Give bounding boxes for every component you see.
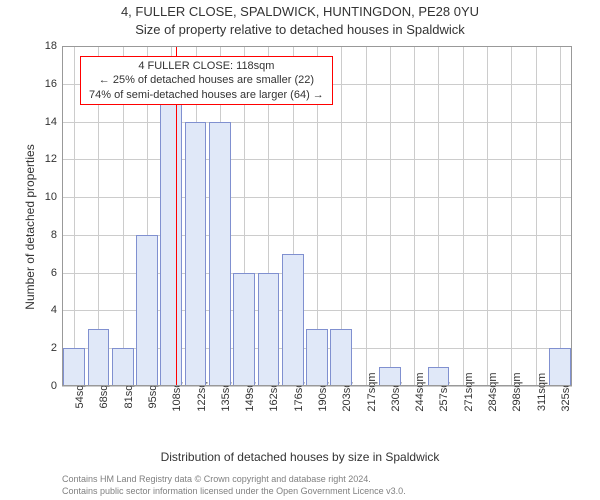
y-tick-label: 12 (27, 153, 57, 165)
grid-line-v (511, 46, 512, 386)
x-tick-label: 217sqm (366, 372, 378, 411)
histogram-bar (282, 254, 304, 386)
y-tick-label: 4 (27, 304, 57, 316)
histogram-bar (185, 122, 207, 386)
chart-container: 4, FULLER CLOSE, SPALDWICK, HUNTINGDON, … (0, 0, 600, 500)
histogram-bar (330, 329, 352, 386)
histogram-bar (112, 348, 134, 386)
annotation-line: 4 FULLER CLOSE: 118sqm (89, 59, 324, 73)
histogram-bar (136, 235, 158, 386)
x-tick-label: 298sqm (511, 372, 523, 411)
annotation-line: 74% of semi-detached houses are larger (… (89, 88, 324, 102)
y-tick-label: 16 (27, 78, 57, 90)
y-tick-label: 8 (27, 229, 57, 241)
y-tick-label: 18 (27, 40, 57, 52)
histogram-bar (379, 367, 401, 386)
grid-line-v (438, 46, 439, 386)
grid-line-v (74, 46, 75, 386)
grid-line-v (487, 46, 488, 386)
grid-line-v (414, 46, 415, 386)
histogram-bar (88, 329, 110, 386)
histogram-bar (160, 103, 182, 386)
histogram-bar (258, 273, 280, 386)
grid-line-v (536, 46, 537, 386)
plot-area: 02468101214161854sqm68sqm81sqm95sqm108sq… (62, 46, 572, 386)
histogram-bar (428, 367, 450, 386)
histogram-bar (233, 273, 255, 386)
y-tick-label: 2 (27, 342, 57, 354)
grid-line-v (560, 46, 561, 386)
x-tick-label: 311sqm (536, 373, 548, 411)
x-tick-label: 244sqm (414, 372, 426, 411)
histogram-bar (306, 329, 328, 386)
y-tick-label: 10 (27, 191, 57, 203)
y-tick-label: 6 (27, 267, 57, 279)
annotation-line: ← 25% of detached houses are smaller (22… (89, 73, 324, 87)
grid-line-v (390, 46, 391, 386)
grid-line-v (463, 46, 464, 386)
grid-line-v (366, 46, 367, 386)
histogram-bar (549, 348, 571, 386)
page-title-line2: Size of property relative to detached ho… (0, 22, 600, 37)
histogram-bar (63, 348, 85, 386)
page-title-line1: 4, FULLER CLOSE, SPALDWICK, HUNTINGDON, … (0, 4, 600, 19)
x-tick-label: 271sqm (463, 372, 475, 411)
footer-line1: Contains HM Land Registry data © Crown c… (62, 474, 371, 484)
x-axis-label: Distribution of detached houses by size … (0, 450, 600, 464)
y-tick-label: 0 (27, 380, 57, 392)
histogram-bar (209, 122, 231, 386)
y-tick-label: 14 (27, 116, 57, 128)
annotation-box: 4 FULLER CLOSE: 118sqm← 25% of detached … (80, 56, 333, 105)
x-tick-label: 284sqm (487, 372, 499, 411)
footer-line2: Contains public sector information licen… (62, 486, 406, 496)
